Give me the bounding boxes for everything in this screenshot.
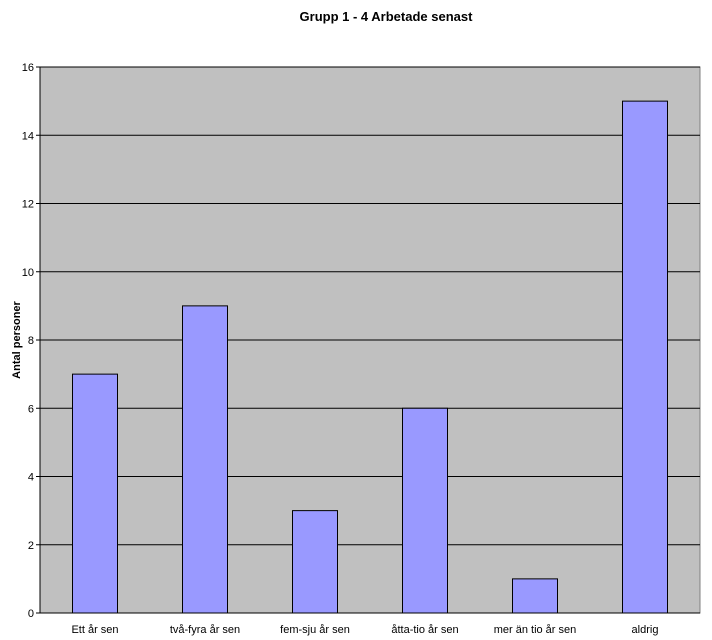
y-tick-label: 2 xyxy=(28,540,34,552)
y-tick-label: 16 xyxy=(22,62,34,74)
bars xyxy=(72,100,668,614)
x-tick-label: fem-sju år sen xyxy=(280,624,350,636)
bar-6 xyxy=(622,100,668,614)
chart-title: Grupp 1 - 4 Arbetade senast xyxy=(299,9,473,24)
y-tick-label: 12 xyxy=(22,199,34,211)
x-tick-label: två-fyra år sen xyxy=(170,624,240,636)
bar-3 xyxy=(292,510,338,614)
y-tick-label: 10 xyxy=(22,267,34,279)
bar-4 xyxy=(402,407,448,614)
y-ticks: 0 2 4 6 8 10 12 14 16 xyxy=(22,62,40,620)
y-tick-label: 4 xyxy=(28,472,34,484)
y-tick-label: 14 xyxy=(22,130,34,142)
y-axis-label: Antal personer xyxy=(11,300,23,378)
y-tick-label: 8 xyxy=(28,335,34,347)
x-tick-label: mer än tio år sen xyxy=(494,624,577,636)
gridlines xyxy=(40,66,700,546)
y-tick-label: 6 xyxy=(28,403,34,415)
x-tick-label: Ett år sen xyxy=(71,624,118,636)
x-tick-label: åtta-tio år sen xyxy=(391,624,458,636)
bar-2 xyxy=(182,305,228,614)
x-ticks: Ett år sen två-fyra år sen fem-sju år sen å… xyxy=(71,624,658,636)
y-tick-label: 0 xyxy=(28,608,34,620)
bar-5 xyxy=(512,578,558,614)
bar-1 xyxy=(72,373,118,614)
x-tick-label: aldrig xyxy=(632,624,659,636)
